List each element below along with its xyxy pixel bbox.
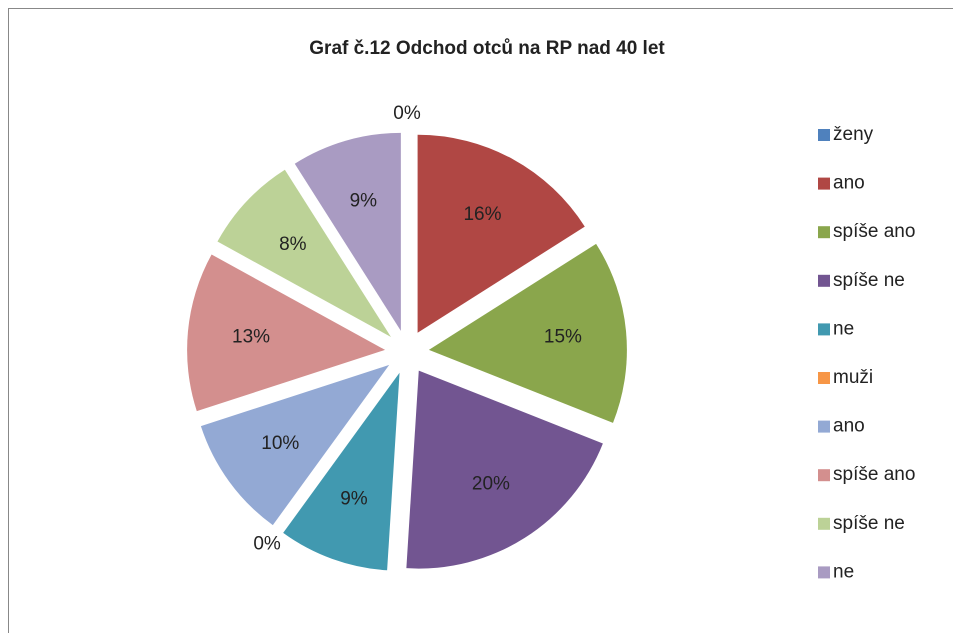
legend-label: ne	[833, 561, 854, 582]
legend-swatch	[818, 226, 830, 239]
data-label: 0%	[393, 103, 421, 124]
legend-swatch	[818, 129, 830, 141]
pie-slice	[406, 370, 603, 569]
data-label: 10%	[261, 433, 299, 454]
legend-swatch	[818, 274, 830, 287]
pie-slice	[428, 243, 627, 423]
legend-label: spíše ne	[833, 270, 905, 291]
legend-swatch	[818, 372, 830, 384]
data-label: 13%	[232, 326, 270, 347]
legend-swatch	[818, 420, 830, 433]
data-label: 16%	[463, 204, 501, 225]
legend-swatch	[818, 177, 830, 190]
legend-swatch	[818, 566, 830, 579]
legend-label: ne	[833, 318, 854, 339]
data-label: 20%	[472, 473, 510, 494]
legend-label: spíše ano	[833, 221, 915, 242]
legend-label: ano	[833, 173, 865, 194]
data-label: 8%	[279, 234, 307, 255]
data-label: 0%	[253, 534, 281, 555]
pie-slice	[200, 364, 390, 526]
pie-slice	[187, 254, 386, 412]
legend-label: muži	[833, 367, 873, 388]
legend-swatch	[818, 517, 830, 530]
pie-slice	[277, 369, 395, 530]
data-label: 9%	[350, 191, 378, 212]
pie-slice	[294, 132, 401, 331]
data-label: 15%	[544, 326, 582, 347]
chart-title: Graf č.12 Odchod otců na RP nad 40 let	[309, 38, 665, 59]
legend-swatch	[818, 469, 830, 482]
legend-label: ženy	[833, 124, 874, 145]
pie-slice	[283, 372, 400, 571]
pie-slice	[417, 134, 585, 333]
data-label: 9%	[340, 488, 368, 509]
legend-label: spíše ano	[833, 464, 915, 485]
legend-label: ano	[833, 416, 865, 437]
pie-slice	[217, 169, 391, 337]
legend-label: spíše ne	[833, 513, 905, 534]
legend-swatch	[818, 323, 830, 336]
